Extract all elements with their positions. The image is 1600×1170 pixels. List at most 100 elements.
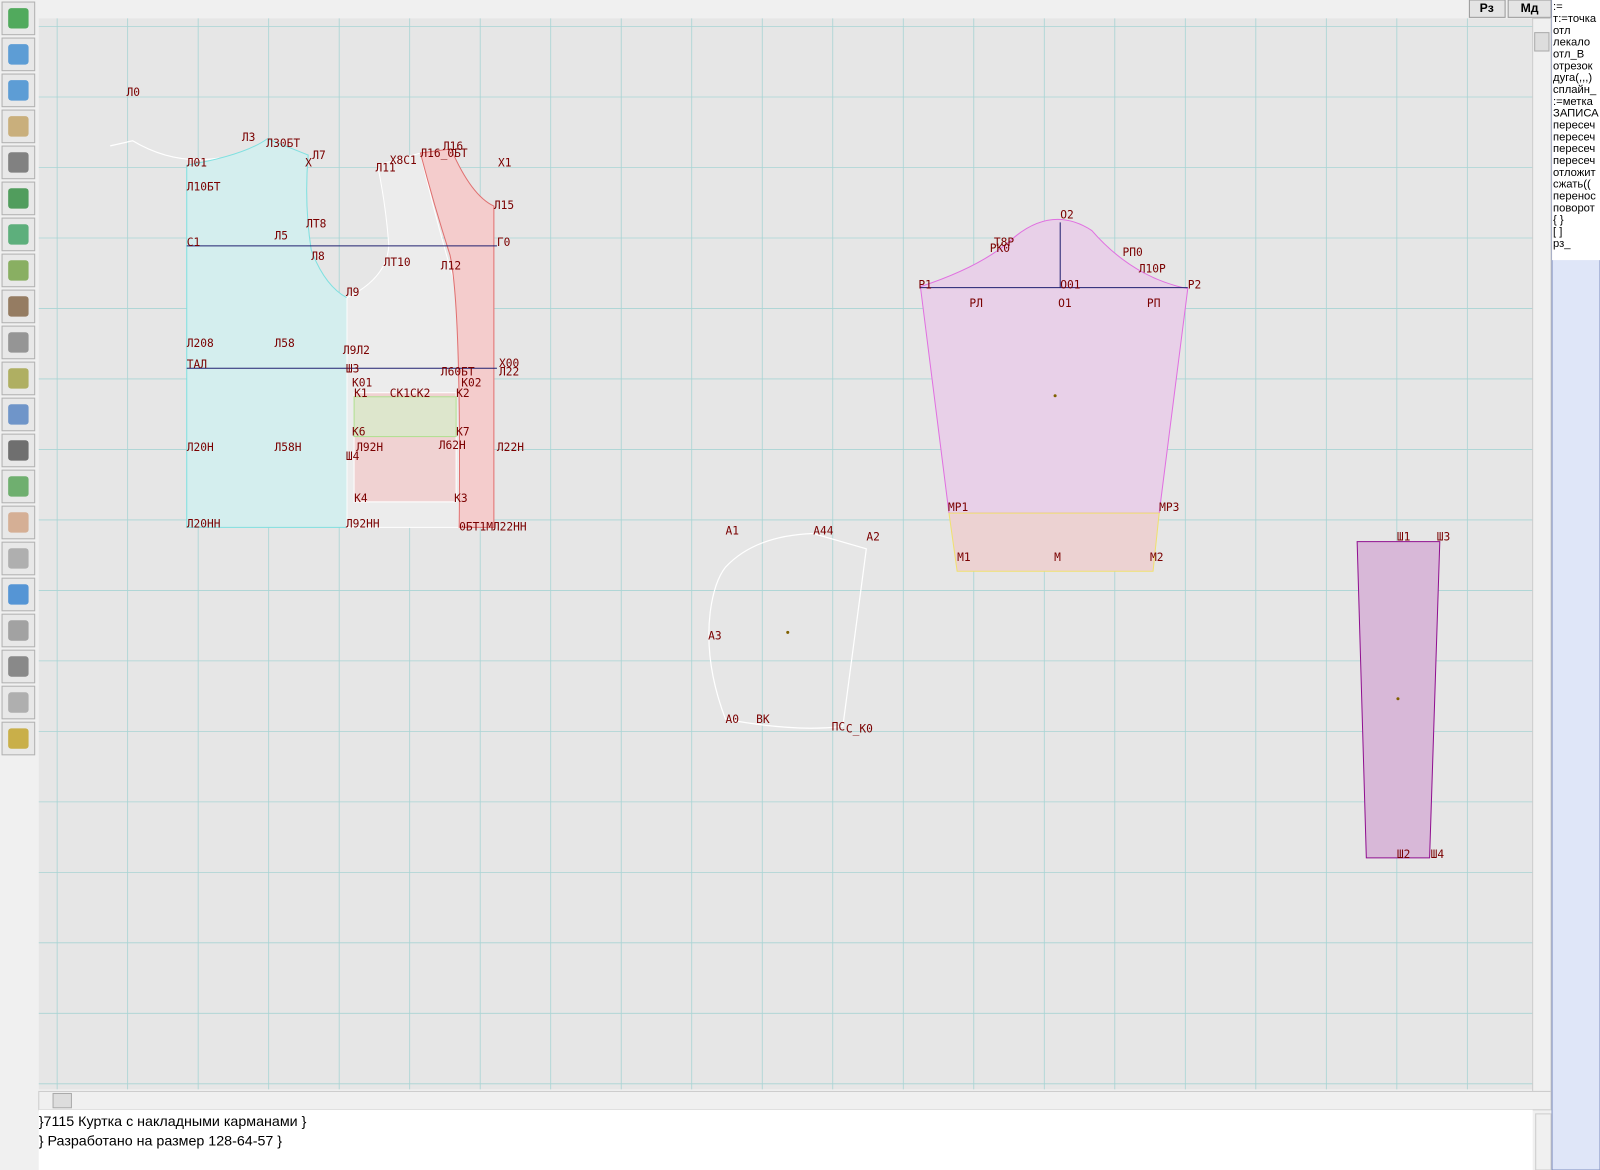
back-piece[interactable] (419, 148, 495, 528)
tool-icon (8, 404, 29, 425)
script-line: отл (1553, 25, 1570, 37)
point-label: 0БТ1М (459, 520, 493, 533)
point-label: Ш2 (1397, 848, 1411, 861)
point-label: О01 (1060, 279, 1080, 292)
point-label: К4 (354, 492, 368, 505)
point-label: Л20НН (187, 517, 221, 530)
status-line: } Разработано на размер 128-64-57 } (39, 1134, 283, 1150)
point-label: О1 (1058, 297, 1072, 310)
button[interactable] (1468, 0, 1506, 18)
vertical-scrollbar[interactable] (1532, 17, 1552, 1092)
script-line: т:=точка (1553, 13, 1597, 25)
tool-icon (8, 620, 29, 641)
point-label: К01 (352, 377, 372, 390)
script-line: поворот (1553, 202, 1595, 214)
script-line: отл_В (1553, 49, 1584, 61)
script-line: перенос (1553, 191, 1596, 203)
point-label: Т8Р (994, 236, 1015, 249)
horizontal-scrollbar[interactable] (38, 1090, 1552, 1111)
script-line: сплайн_ (1553, 84, 1597, 96)
point-label: К7 (456, 426, 470, 439)
point-label: Л9 (346, 286, 360, 299)
point-label: МР3 (1159, 501, 1179, 514)
point (1396, 697, 1400, 701)
point-label: Р2 (1188, 279, 1202, 292)
point (786, 630, 790, 634)
script-line: [ ] (1553, 226, 1562, 238)
point-label: Л10Р (1139, 262, 1166, 275)
point-label: Л3 (242, 131, 256, 144)
pocket-piece[interactable] (708, 532, 868, 729)
point-label: Ш3 (346, 362, 360, 375)
cuff[interactable] (948, 512, 1160, 572)
point-label: Л0 (127, 86, 141, 99)
point-label: РП (1147, 297, 1161, 310)
point-label: Л22НН (493, 520, 527, 533)
script-line: лекало (1553, 37, 1590, 49)
scroll-thumb[interactable] (1534, 32, 1550, 52)
point-label: Л30БТ (266, 137, 300, 150)
point-label: А0 (726, 713, 740, 726)
point-label: К02 (461, 377, 481, 390)
tool-icon (8, 296, 29, 317)
front-piece[interactable] (186, 138, 348, 528)
button-label[interactable]: Рз (1480, 1, 1494, 15)
point-label: М1 (957, 551, 971, 564)
status-scrollbar[interactable] (1535, 1113, 1552, 1170)
point-label: А3 (708, 630, 722, 643)
point-label: Ш3 (1437, 531, 1451, 544)
button[interactable] (1507, 0, 1552, 18)
point-label: Л16_0БТ (420, 147, 468, 160)
point-label: РП0 (1122, 246, 1143, 259)
point-label: О2 (1060, 208, 1074, 221)
point-label: М (1054, 551, 1061, 564)
tool-icon (8, 440, 29, 461)
script-line: пересеч (1553, 120, 1595, 132)
point-label: Л10БТ (187, 181, 221, 194)
button-label[interactable]: Мд (1521, 1, 1539, 15)
sleeve[interactable] (919, 218, 1189, 514)
tool-icon (8, 44, 29, 65)
point-label: М2 (1150, 551, 1164, 564)
script-line: отложит (1553, 167, 1596, 179)
point-label: Л7 (312, 149, 326, 162)
point-label: Л01 (187, 156, 207, 169)
point-label: ПС (832, 720, 846, 733)
point-label: РЛ (969, 297, 983, 310)
script-area[interactable] (1552, 0, 1600, 261)
pattern-pieces (110, 138, 1441, 859)
point-label: С1 (187, 236, 201, 249)
neck-curve (110, 140, 220, 161)
tool-icon (8, 80, 29, 101)
status-area (38, 1109, 1533, 1170)
script-line: пересеч (1553, 155, 1595, 167)
point-label: Л92Н (356, 441, 383, 454)
point-label: К1 (354, 387, 368, 400)
point (1053, 394, 1057, 398)
tool-icon (8, 548, 29, 569)
script-line: :=метка (1553, 96, 1594, 108)
status-line: }7115 Куртка с накладными карманами } (39, 1114, 307, 1130)
tool-icon (8, 476, 29, 497)
point-label: Л22 (499, 365, 519, 378)
point-label: Х8С1 (390, 154, 417, 167)
tool-icon (8, 332, 29, 353)
point-label: Х (305, 156, 312, 169)
point-label: Л20Н (187, 441, 214, 454)
pocket-flap[interactable] (353, 396, 457, 438)
point-label: Л12 (441, 259, 461, 272)
point-label: Х00 (499, 357, 520, 370)
point-label: Ш4 (1431, 848, 1445, 861)
script-line: пересеч (1553, 131, 1595, 143)
point-label: Ш1 (1397, 531, 1411, 544)
tool-icon (8, 260, 29, 281)
point-label: Л60БТ (441, 365, 475, 378)
point-label: Л58 (274, 337, 295, 350)
tool-icon (8, 512, 29, 533)
labels: Л0 Л3 Л30БТ Л7Х Л01 Л10БТ ЛТ8 Л5 С1 Л8 Л9 ЛТ10 Л11Х8… (127, 86, 1451, 861)
script-line: отрезок (1553, 60, 1593, 72)
script-line: рз_ (1553, 238, 1571, 250)
scroll-thumb[interactable] (52, 1092, 72, 1109)
script-line: ЗАПИСА (1553, 108, 1599, 120)
toolbar (0, 0, 38, 1170)
